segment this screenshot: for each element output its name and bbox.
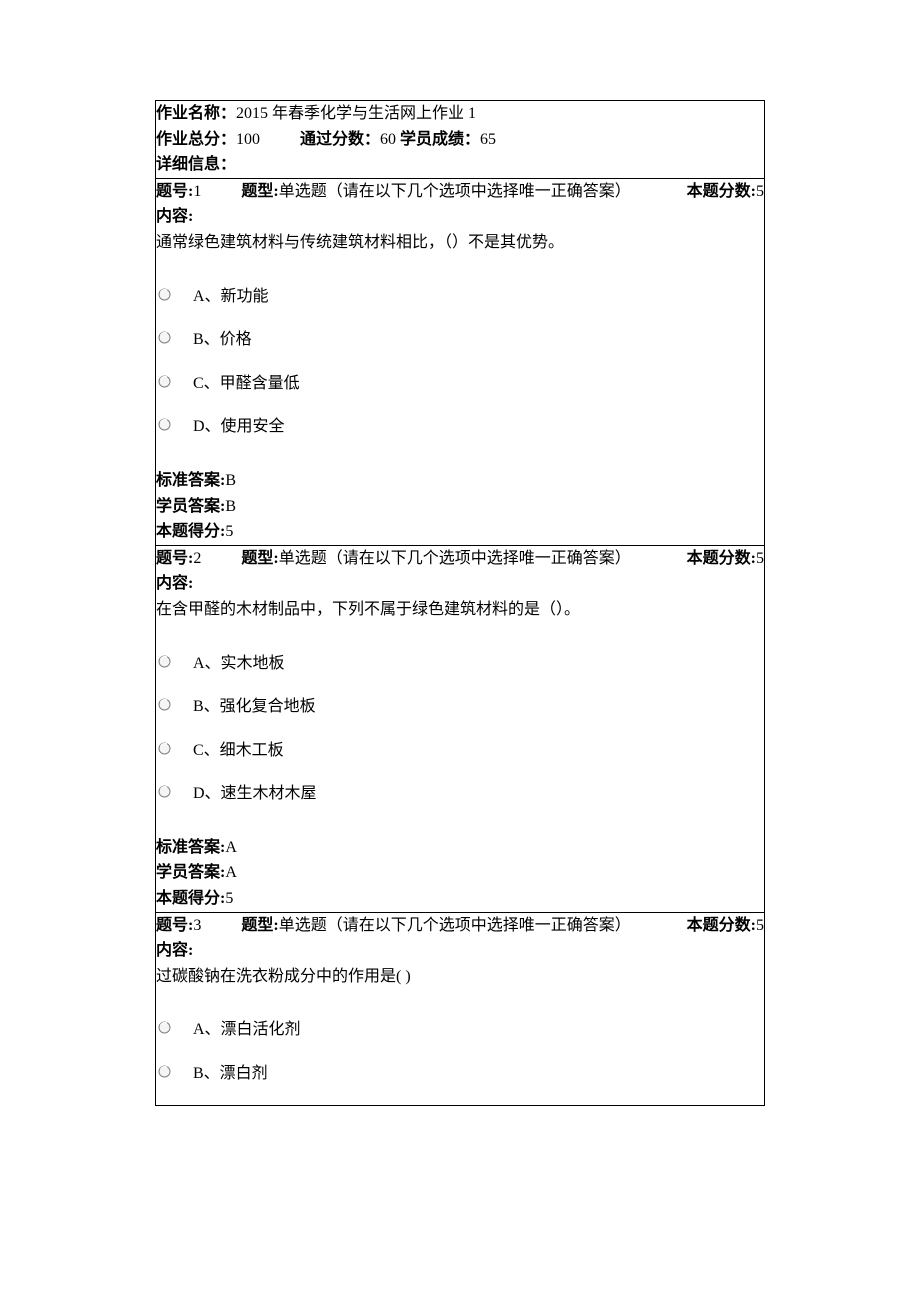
option-text: A、漂白活化剂 bbox=[193, 1017, 301, 1043]
name-value: 2015 年春季化学与生活网上作业 1 bbox=[236, 105, 476, 122]
radio-icon[interactable] bbox=[158, 284, 171, 310]
std-ans-label: 标准答案: bbox=[156, 839, 225, 856]
option-text: B、强化复合地板 bbox=[193, 694, 316, 720]
std-ans-value: A bbox=[225, 839, 237, 856]
radio-icon[interactable] bbox=[158, 651, 171, 677]
assignment-header-cell: 作业名称：2015 年春季化学与生活网上作业 1 作业总分：100 通过分数：60… bbox=[156, 101, 765, 179]
question-cell: 题号:1题型:单选题（请在以下几个选项中选择唯一正确答案） 本题分数:5 内容:… bbox=[156, 178, 765, 545]
options-block: A、新功能 B、价格 C、甲醛含量低 bbox=[156, 284, 764, 440]
radio-icon[interactable] bbox=[158, 1061, 171, 1087]
radio-icon[interactable] bbox=[158, 781, 171, 807]
qnum-label: 题号: bbox=[156, 550, 193, 567]
assignment-table: 作业名称：2015 年春季化学与生活网上作业 1 作业总分：100 通过分数：60… bbox=[155, 100, 765, 1106]
stu-ans-label: 学员答案: bbox=[156, 864, 225, 881]
question-cell: 题号:3 题型:单选题（请在以下几个选项中选择唯一正确答案） 本题分数:5 内容:… bbox=[156, 912, 765, 1105]
option-text: D、速生木材木屋 bbox=[193, 781, 317, 807]
stu-ans-label: 学员答案: bbox=[156, 498, 225, 515]
question-header-line: 题号:2 题型:单选题（请在以下几个选项中选择唯一正确答案） 本题分数:5 bbox=[156, 546, 764, 572]
option-row[interactable]: A、实木地板 bbox=[156, 651, 764, 677]
option-row[interactable]: A、漂白活化剂 bbox=[156, 1017, 764, 1043]
stu-ans-value: B bbox=[225, 498, 236, 515]
pass-label: 通过分数： bbox=[300, 131, 380, 148]
qtype-label: 题型: bbox=[241, 183, 278, 200]
qnum-value: 3 bbox=[193, 917, 201, 934]
option-text: A、实木地板 bbox=[193, 651, 285, 677]
score-label: 学员成绩： bbox=[400, 131, 480, 148]
qpoints-value: 5 bbox=[756, 917, 764, 934]
option-row[interactable]: D、使用安全 bbox=[156, 414, 764, 440]
option-text: C、细木工板 bbox=[193, 738, 284, 764]
option-text: C、甲醛含量低 bbox=[193, 371, 300, 397]
option-row[interactable]: B、强化复合地板 bbox=[156, 694, 764, 720]
qtype-value: 单选题（请在以下几个选项中选择唯一正确答案） bbox=[279, 917, 631, 934]
qpoints-value: 5 bbox=[756, 183, 764, 200]
name-label: 作业名称： bbox=[156, 105, 236, 122]
radio-icon[interactable] bbox=[158, 327, 171, 353]
qnum-value: 1 bbox=[193, 183, 201, 200]
qpoints-label: 本题分数: bbox=[687, 917, 756, 934]
content-label: 内容: bbox=[156, 204, 764, 230]
qpoints-value: 5 bbox=[756, 550, 764, 567]
qpoints-label: 本题分数: bbox=[687, 183, 756, 200]
qnum-value: 2 bbox=[193, 550, 201, 567]
option-row[interactable]: A、新功能 bbox=[156, 284, 764, 310]
question-header-line: 题号:3 题型:单选题（请在以下几个选项中选择唯一正确答案） 本题分数:5 bbox=[156, 913, 764, 939]
content-label: 内容: bbox=[156, 571, 764, 597]
radio-icon[interactable] bbox=[158, 371, 171, 397]
qnum-label: 题号: bbox=[156, 183, 193, 200]
question-header-line: 题号:1 题型:单选题（请在以下几个选项中选择唯一正确答案） 本题分数:5 bbox=[156, 179, 764, 205]
got-label: 本题得分: bbox=[156, 890, 225, 907]
options-block: A、漂白活化剂 B、漂白剂 bbox=[156, 1017, 764, 1086]
pass-value: 60 bbox=[380, 131, 396, 148]
question-content: 过碳酸钠在洗衣粉成分中的作用是( ) bbox=[156, 964, 764, 990]
got-label: 本题得分: bbox=[156, 523, 225, 540]
qtype-value: 单选题（请在以下几个选项中选择唯一正确答案） bbox=[279, 183, 631, 200]
option-row[interactable]: B、漂白剂 bbox=[156, 1061, 764, 1087]
stu-ans-value: A bbox=[225, 864, 237, 881]
options-block: A、实木地板 B、强化复合地板 C、细木工板 bbox=[156, 651, 764, 807]
qnum-label: 题号: bbox=[156, 917, 193, 934]
std-ans-value: B bbox=[225, 472, 236, 489]
option-text: D、使用安全 bbox=[193, 414, 285, 440]
radio-icon[interactable] bbox=[158, 414, 171, 440]
radio-icon[interactable] bbox=[158, 1017, 171, 1043]
option-text: B、漂白剂 bbox=[193, 1061, 268, 1087]
total-value: 100 bbox=[236, 131, 260, 148]
got-value: 5 bbox=[225, 523, 233, 540]
option-row[interactable]: D、速生木材木屋 bbox=[156, 781, 764, 807]
question-content: 在含甲醛的木材制品中，下列不属于绿色建筑材料的是（）。 bbox=[156, 597, 764, 623]
got-value: 5 bbox=[225, 890, 233, 907]
option-row[interactable]: B、价格 bbox=[156, 327, 764, 353]
option-text: B、价格 bbox=[193, 327, 252, 353]
radio-icon[interactable] bbox=[158, 694, 171, 720]
option-row[interactable]: C、细木工板 bbox=[156, 738, 764, 764]
question-content: 通常绿色建筑材料与传统建筑材料相比，（）不是其优势。 bbox=[156, 230, 764, 256]
total-label: 作业总分： bbox=[156, 131, 236, 148]
qtype-value: 单选题（请在以下几个选项中选择唯一正确答案） bbox=[279, 550, 631, 567]
question-cell: 题号:2题型:单选题（请在以下几个选项中选择唯一正确答案） 本题分数:5 内容:… bbox=[156, 545, 765, 912]
answers-block: 标准答案:A 学员答案:A 本题得分:5 bbox=[156, 835, 764, 912]
content-label: 内容: bbox=[156, 938, 764, 964]
qtype-label: 题型: bbox=[241, 550, 278, 567]
qpoints-label: 本题分数: bbox=[687, 550, 756, 567]
std-ans-label: 标准答案: bbox=[156, 472, 225, 489]
option-text: A、新功能 bbox=[193, 284, 269, 310]
qtype-label: 题型: bbox=[241, 917, 278, 934]
detail-label: 详细信息： bbox=[156, 156, 236, 173]
answers-block: 标准答案:B 学员答案:B 本题得分:5 bbox=[156, 468, 764, 545]
option-row[interactable]: C、甲醛含量低 bbox=[156, 371, 764, 397]
score-value: 65 bbox=[480, 131, 496, 148]
radio-icon[interactable] bbox=[158, 738, 171, 764]
